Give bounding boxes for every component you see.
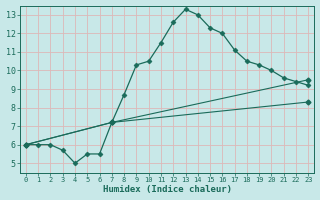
X-axis label: Humidex (Indice chaleur): Humidex (Indice chaleur) bbox=[103, 185, 232, 194]
